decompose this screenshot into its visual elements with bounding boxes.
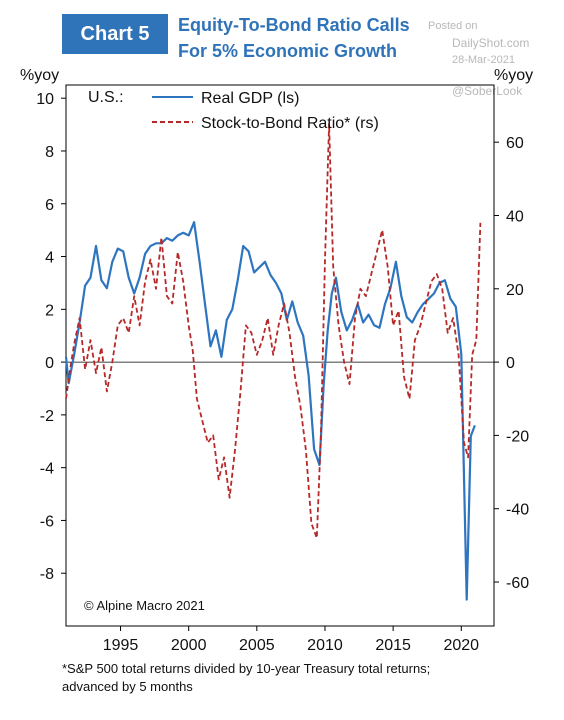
plot-frame (65, 84, 495, 627)
footnote-line-1: *S&P 500 total returns divided by 10-yea… (62, 661, 431, 676)
right-axis-label: %yoy (494, 67, 533, 84)
watermark-site: DailyShot.com (452, 36, 530, 50)
legend-region-label: U.S.: (88, 89, 124, 106)
x-axis-tick-label: 2015 (375, 637, 411, 654)
title-line-2: For 5% Economic Growth (178, 41, 398, 61)
left-axis-tick-label: -2 (40, 408, 54, 425)
right-axis-tick-label: 60 (506, 135, 524, 152)
watermark-date: 28-Mar-2021 (452, 54, 515, 66)
right-axis-tick-label: 40 (506, 208, 524, 225)
left-axis-tick-label: 8 (45, 144, 54, 161)
left-axis-tick-label: -4 (40, 461, 54, 478)
footnote-line-2: advanced by 5 months (62, 679, 193, 694)
x-axis-tick-label: 2020 (443, 637, 479, 654)
series-line-stock-to-bond-ratio (65, 123, 482, 539)
left-axis-tick-label: 10 (36, 91, 54, 108)
x-axis-tick-label: 2010 (307, 637, 343, 654)
x-axis-tick-label: 1995 (103, 637, 139, 654)
left-axis-tick-label: -8 (40, 566, 54, 583)
x-axis-tick-label: 2005 (239, 637, 275, 654)
title-line-1: Equity-To-Bond Ratio Calls (178, 15, 410, 35)
left-axis-tick-label: 2 (45, 302, 54, 319)
left-axis-tick-label: -6 (40, 513, 54, 530)
chart-title: Equity-To-Bond Ratio Calls For 5% Econom… (178, 12, 410, 64)
chart-number-badge: Chart 5 (62, 14, 168, 54)
right-axis-tick-label: -20 (506, 428, 529, 445)
watermark-posted-on: Posted on (428, 20, 478, 32)
footnote: *S&P 500 total returns divided by 10-yea… (62, 660, 430, 696)
right-axis-tick-label: -60 (506, 575, 529, 592)
left-axis-label: %yoy (20, 67, 59, 84)
left-axis-tick-label: 0 (45, 355, 54, 372)
legend-label-stock-to-bond-ratio: Stock-to-Bond Ratio* (rs) (201, 115, 379, 132)
watermark-handle: @SoberLook (452, 84, 523, 98)
series-line-real-gdp (64, 221, 476, 601)
x-axis-tick-label: 2000 (171, 637, 207, 654)
chart-credit: © Alpine Macro 2021 (84, 598, 205, 613)
left-axis-tick-label: 4 (45, 250, 54, 267)
left-axis-tick-label: 6 (45, 197, 54, 214)
right-axis-tick-label: -40 (506, 502, 529, 519)
right-axis-tick-label: 20 (506, 282, 524, 299)
legend-label-real-gdp: Real GDP (ls) (201, 90, 299, 107)
right-axis-tick-label: 0 (506, 355, 515, 372)
